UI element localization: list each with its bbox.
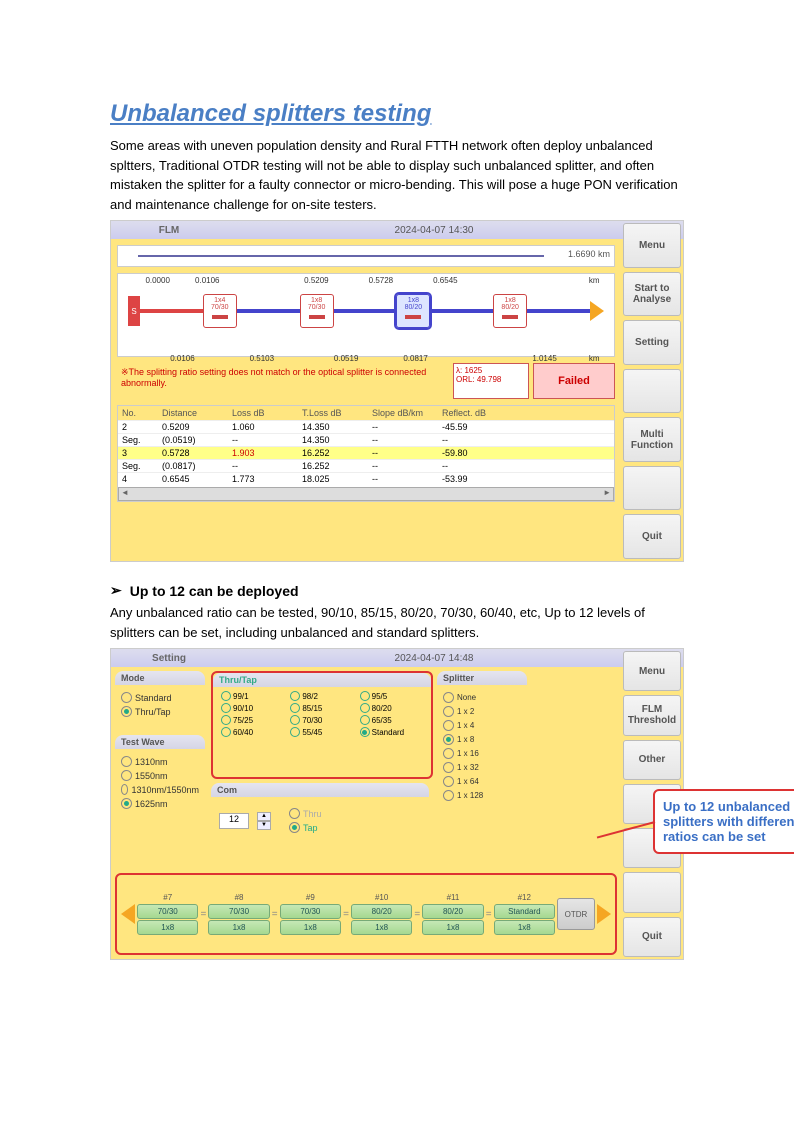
sidebar-button[interactable] xyxy=(623,872,681,912)
ss2-date: 2024-04-07 14:48 xyxy=(219,653,649,664)
thru-option[interactable]: 70/30 xyxy=(290,715,353,725)
ss1-sidebar: MenuStart to AnalyseSetting Multi Functio… xyxy=(621,221,683,561)
timeline: 1.6690 km xyxy=(117,245,615,267)
splitter-node[interactable]: 1x870/30 xyxy=(300,294,334,328)
chain-column[interactable]: #970/301x8 xyxy=(280,893,341,935)
thru-option[interactable]: 60/40 xyxy=(221,727,284,737)
chain-column[interactable]: #1180/201x8 xyxy=(422,893,483,935)
ss2-header: Setting 2024-04-07 14:48 xyxy=(111,649,683,667)
radio-option[interactable]: 1550nm xyxy=(121,770,199,781)
thru-option[interactable]: 75/25 xyxy=(221,715,284,725)
sidebar-button[interactable]: Multi Function xyxy=(623,417,681,462)
results-table: No.DistanceLoss dBT.Loss dBSlope dB/kmRe… xyxy=(117,405,615,502)
chain-column[interactable]: #12Standard1x8 xyxy=(494,893,555,935)
thrutap-panel: Thru/Tap 99/198/295/590/1085/1580/2075/2… xyxy=(211,671,433,779)
warning-text: ※The splitting ratio setting does not ma… xyxy=(117,363,449,399)
sidebar-button[interactable]: Menu xyxy=(623,651,681,691)
radio-option[interactable]: 1 x 8 xyxy=(443,734,521,745)
radio-option[interactable]: 1310nm/1550nm xyxy=(121,784,199,795)
radio-option[interactable]: 1 x 16 xyxy=(443,748,521,759)
splitter-chain: #770/301x8=#870/301x8=#970/301x8=#1080/2… xyxy=(115,873,617,955)
start-node: S xyxy=(128,296,140,326)
thru-option[interactable]: Standard xyxy=(360,727,423,737)
radio-option[interactable]: Thru/Tap xyxy=(121,706,199,717)
sidebar-button[interactable]: Quit xyxy=(623,514,681,559)
ss2-title: Setting xyxy=(119,653,219,664)
splitter-diagram: 0.00000.01060.52090.57280.6545km S1x470/… xyxy=(117,273,615,357)
com-value[interactable]: 12 xyxy=(219,813,249,829)
callout-box: Up to 12 unbalanced splitters with diffe… xyxy=(653,789,794,854)
sidebar-button[interactable]: Setting xyxy=(623,320,681,365)
splitter-panel: Splitter None1 x 21 x 41 x 81 x 161 x 32… xyxy=(437,671,527,843)
status-failed: Failed xyxy=(533,363,615,399)
sidebar-button[interactable]: Menu xyxy=(623,223,681,268)
radio-option[interactable]: None xyxy=(443,692,521,703)
radio-option[interactable]: 1 x 128 xyxy=(443,790,521,801)
page-title: Unbalanced splitters testing xyxy=(110,100,684,128)
splitter-node[interactable]: 1x880/20 xyxy=(396,294,430,328)
chain-prev-icon[interactable] xyxy=(121,904,135,924)
testwave-panel: Test Wave 1310nm1550nm1310nm/1550nm1625n… xyxy=(115,735,205,843)
setting-screenshot: Setting 2024-04-07 14:48 MenuFLM Thresho… xyxy=(110,648,684,960)
chain-column[interactable]: #870/301x8 xyxy=(208,893,269,935)
sidebar-button[interactable]: Other xyxy=(623,740,681,780)
thru-option[interactable]: 90/10 xyxy=(221,703,284,713)
radio-option[interactable]: 1 x 64 xyxy=(443,776,521,787)
ss1-header: FLM 2024-04-07 14:30 xyxy=(111,221,683,239)
sidebar-button[interactable]: Start to Analyse xyxy=(623,272,681,317)
thru-option[interactable]: 99/1 xyxy=(221,691,284,701)
thru-option[interactable]: 85/15 xyxy=(290,703,353,713)
intro-paragraph: Some areas with uneven population densit… xyxy=(110,136,684,214)
subsection-paragraph: Any unbalanced ratio can be tested, 90/1… xyxy=(110,603,684,642)
com-panel: Com 12 ▲▼ ThruTap xyxy=(211,783,429,843)
sidebar-button[interactable]: Quit xyxy=(623,917,681,957)
thru-option[interactable]: 65/35 xyxy=(360,715,423,725)
radio-option[interactable]: 1625nm xyxy=(121,798,199,809)
chevron-icon: ➢ xyxy=(110,582,122,599)
ss1-title: FLM xyxy=(119,225,219,236)
thru-option[interactable]: 95/5 xyxy=(360,691,423,701)
mode-panel: Mode StandardThru/Tap xyxy=(115,671,205,727)
thru-option[interactable]: 98/2 xyxy=(290,691,353,701)
com-spinner[interactable]: ▲▼ xyxy=(257,812,271,830)
radio-option[interactable]: 1 x 4 xyxy=(443,720,521,731)
table-scrollbar[interactable] xyxy=(118,487,614,501)
radio-option[interactable]: 1310nm xyxy=(121,756,199,767)
radio-option[interactable]: 1 x 32 xyxy=(443,762,521,773)
ss1-date: 2024-04-07 14:30 xyxy=(219,225,649,236)
subsection-heading: ➢ Up to 12 can be deployed xyxy=(110,582,684,599)
splitter-node[interactable]: 1x880/20 xyxy=(493,294,527,328)
sidebar-button[interactable] xyxy=(623,369,681,414)
chain-next-icon[interactable] xyxy=(597,904,611,924)
sidebar-button[interactable] xyxy=(623,466,681,511)
radio-option[interactable]: 1 x 2 xyxy=(443,706,521,717)
thru-option[interactable]: 80/20 xyxy=(360,703,423,713)
sidebar-button[interactable]: FLM Threshold xyxy=(623,695,681,735)
timeline-end: 1.6690 km xyxy=(568,249,610,259)
otdr-box: OTDR xyxy=(557,898,595,930)
radio-option[interactable]: Standard xyxy=(121,692,199,703)
chain-column[interactable]: #770/301x8 xyxy=(137,893,198,935)
chain-column[interactable]: #1080/201x8 xyxy=(351,893,412,935)
splitter-node[interactable]: 1x470/30 xyxy=(203,294,237,328)
lambda-box: λ: 1625 ORL: 49.798 xyxy=(453,363,529,399)
arrow-right-icon[interactable] xyxy=(590,301,604,321)
thru-option[interactable]: 55/45 xyxy=(290,727,353,737)
flm-screenshot: FLM 2024-04-07 14:30 MenuStart to Analys… xyxy=(110,220,684,562)
